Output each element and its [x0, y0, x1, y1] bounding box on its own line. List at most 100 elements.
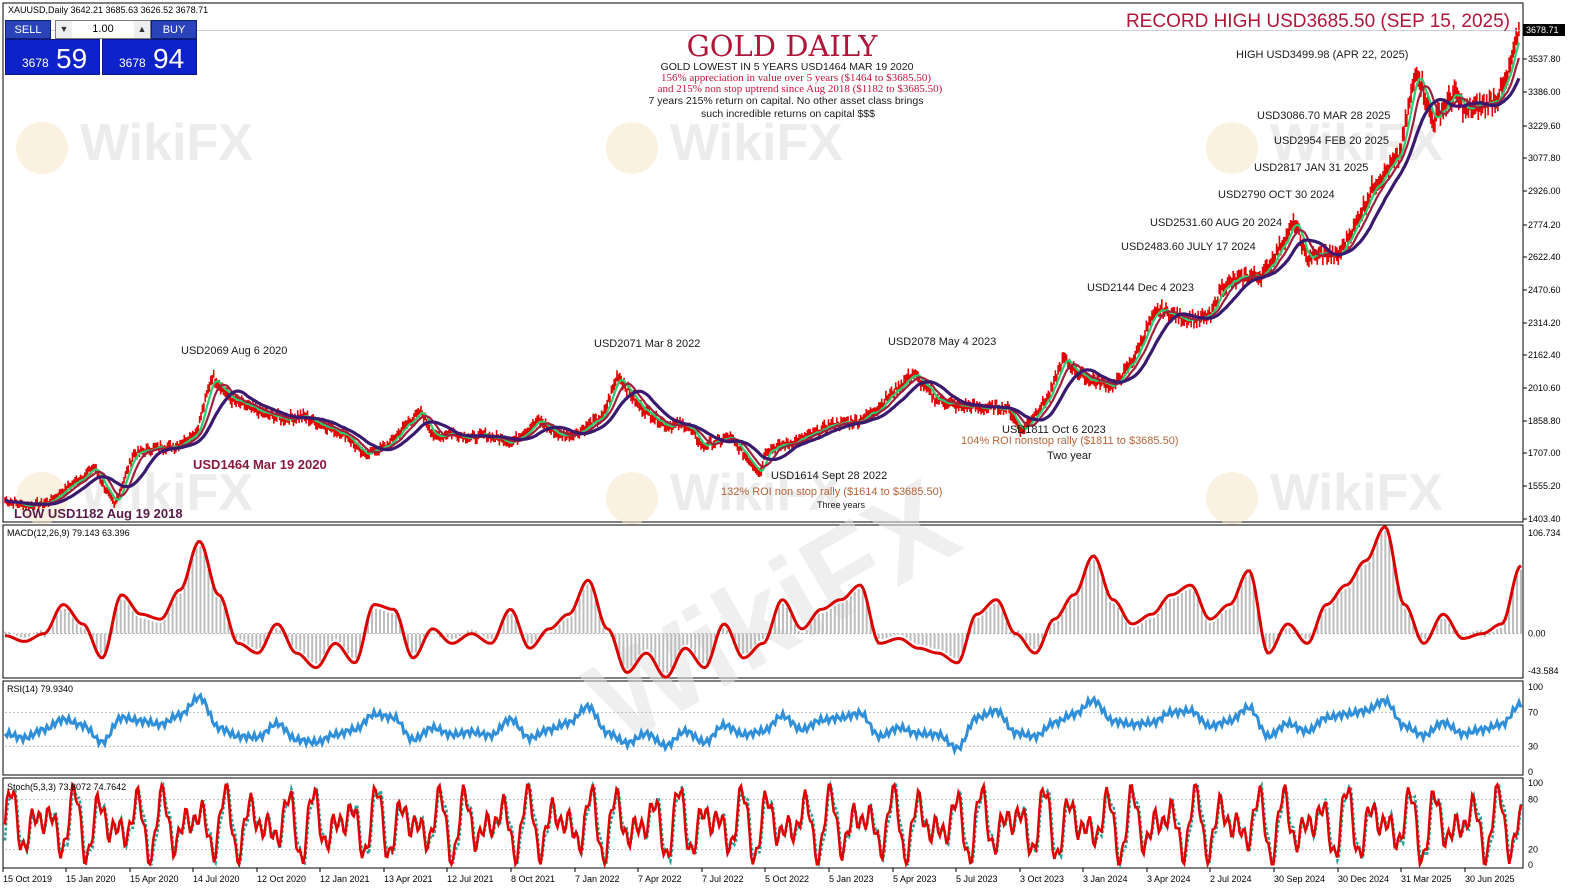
- x-tick-label: 30 Dec 2024: [1338, 874, 1389, 884]
- x-tick-label: 5 Oct 2022: [765, 874, 809, 884]
- price-series-group: [4, 22, 1521, 511]
- x-tick-label: 15 Oct 2019: [3, 874, 52, 884]
- bid-price-small: 3678: [22, 56, 49, 70]
- x-tick-label: 3 Jan 2024: [1083, 874, 1128, 884]
- annotation-1464: USD1464 Mar 19 2020: [193, 457, 327, 472]
- price-y-tick-label: 2162.40: [1528, 350, 1561, 360]
- x-tick-label: 13 Apr 2021: [384, 874, 433, 884]
- annotation-three-years: Three years: [817, 500, 866, 510]
- wikifx-logo-icon: [1206, 122, 1258, 174]
- price-y-tick-label: 3229.60: [1528, 121, 1561, 131]
- x-tick-label: 12 Jan 2021: [320, 874, 370, 884]
- time-axis: 15 Oct 2019 15 Jan 2020 15 Apr 2020 14 Jul …: [2, 868, 1515, 884]
- annotation-2069: USD2069 Aug 6 2020: [181, 345, 287, 357]
- annotation-2483: USD2483.60 JULY 17 2024: [1121, 241, 1256, 253]
- wikifx-logo-icon: [16, 122, 68, 174]
- annotation-2071: USD2071 Mar 8 2022: [594, 338, 700, 350]
- annotation-1182: LOW USD1182 Aug 19 2018: [14, 506, 183, 521]
- annotation-1614: USD1614 Sept 28 2022: [771, 470, 887, 482]
- buy-button[interactable]: BUY: [151, 20, 197, 39]
- x-tick-label: 5 Apr 2023: [893, 874, 937, 884]
- ask-price-box[interactable]: 3678 94: [102, 39, 197, 75]
- stoch-y-tick-label: 80: [1528, 795, 1538, 805]
- annotation-2144: USD2144 Dec 4 2023: [1087, 282, 1194, 294]
- rsi-y-tick-label: 70: [1528, 708, 1538, 718]
- x-tick-label: 5 Jul 2023: [956, 874, 998, 884]
- x-tick-label: 7 Jan 2022: [575, 874, 620, 884]
- stoch-main-line: [3, 780, 1523, 869]
- price-y-tick-label: 2314.20: [1528, 318, 1561, 328]
- wikifx-logo-icon: [606, 472, 658, 524]
- rsi-y-tick-label: 0: [1528, 767, 1533, 777]
- ma-fast-line: [5, 42, 1520, 508]
- x-tick-label: 15 Apr 2020: [130, 874, 179, 884]
- x-tick-label: 12 Oct 2020: [257, 874, 306, 884]
- annotation-roi-104: 104% ROI nonstop rally ($1811 to $3685.5…: [961, 435, 1179, 447]
- macd-y-tick-label: -43.584: [1528, 666, 1559, 676]
- annotation-2531: USD2531.60 AUG 20 2024: [1150, 217, 1282, 229]
- x-tick-label: 5 Jan 2023: [829, 874, 874, 884]
- chevron-down-icon[interactable]: ▼: [56, 21, 72, 38]
- x-tick-label: 14 Jul 2020: [193, 874, 240, 884]
- lot-size-stepper[interactable]: ▼ 1.00 ▲: [55, 20, 151, 39]
- chart-title: GOLD DAILY: [687, 29, 879, 63]
- current-price-tag: 3678.71: [1526, 25, 1559, 35]
- x-tick-label: 31 Mar 2025: [1401, 874, 1452, 884]
- ask-price-big: 94: [153, 43, 185, 74]
- price-y-tick-label: 3077.80: [1528, 153, 1561, 163]
- x-tick-label: 3 Oct 2023: [1020, 874, 1064, 884]
- macd-y-tick-label: 106.734: [1528, 528, 1561, 538]
- annotation-2790: USD2790 OCT 30 2024: [1218, 189, 1335, 201]
- annotation-roi-132: 132% ROI non stop rally ($1614 to $3685.…: [721, 486, 942, 498]
- sell-button[interactable]: SELL: [5, 20, 51, 39]
- price-y-tick-label: 2774.20: [1528, 220, 1561, 230]
- x-tick-label: 8 Oct 2021: [511, 874, 555, 884]
- x-tick-label: 30 Jun 2025: [1465, 874, 1515, 884]
- subtitle-line-5: such incredible returns on capital $$$: [701, 108, 875, 120]
- subtitle-line-1: GOLD LOWEST IN 5 YEARS USD1464 MAR 19 20…: [661, 61, 914, 73]
- price-y-tick-label: 2926.00: [1528, 186, 1561, 196]
- chevron-up-icon[interactable]: ▲: [134, 21, 150, 38]
- lot-size-value[interactable]: 1.00: [92, 23, 114, 35]
- x-tick-label: 7 Jul 2022: [702, 874, 744, 884]
- subtitle-line-2: 156% appreciation in value over 5 years …: [661, 72, 931, 84]
- stoch-y-tick-label: 0: [1528, 860, 1533, 870]
- price-y-tick-label: 1555.20: [1528, 481, 1561, 491]
- x-tick-label: 3 Apr 2024: [1147, 874, 1191, 884]
- price-y-axis: 3537.80 3386.00 3229.60 3077.80 2926.00 2774.…: [1523, 54, 1561, 524]
- price-y-tick-label: 2010.60: [1528, 383, 1561, 393]
- wikifx-logo-icon: [606, 122, 658, 174]
- rsi-y-tick-label: 30: [1528, 742, 1538, 752]
- wikifx-logo-icon: [16, 472, 68, 524]
- annotation-1811: USD1811 Oct 6 2023: [1002, 424, 1106, 436]
- rsi-y-tick-label: 100: [1528, 682, 1543, 692]
- annotation-3086: USD3086.70 MAR 28 2025: [1257, 110, 1390, 122]
- price-y-tick-label: 2622.40: [1528, 252, 1561, 262]
- annotation-2817: USD2817 JAN 31 2025: [1254, 162, 1368, 174]
- bid-price-box[interactable]: 3678 59: [5, 39, 100, 75]
- macd-signal-line: [4, 525, 1522, 679]
- stoch-series-group: [3, 779, 1523, 869]
- stoch-header: Stoch(5,3,3) 73.8072 74.7642: [7, 782, 126, 792]
- price-y-tick-label: 1858.80: [1528, 416, 1561, 426]
- rsi-line: [3, 691, 1523, 756]
- stoch-y-tick-label: 100: [1528, 778, 1543, 788]
- macd-y-tick-label: 0.00: [1528, 629, 1546, 639]
- current-price-tag-bg: [1523, 24, 1565, 36]
- stoch-y-tick-label: 20: [1528, 844, 1538, 854]
- x-tick-label: 30 Sep 2024: [1274, 874, 1325, 884]
- rsi-header: RSI(14) 79.9340: [7, 684, 73, 694]
- rsi-series-group: [3, 691, 1523, 756]
- annotation-2954: USD2954 FEB 20 2025: [1274, 135, 1389, 147]
- price-y-tick-label: 2470.60: [1528, 285, 1561, 295]
- price-y-tick-label: 1707.00: [1528, 448, 1561, 458]
- macd-header: MACD(12,26,9) 79.143 63.396: [7, 528, 130, 538]
- symbol-header: XAUUSD,Daily 3642.21 3685.63 3626.52 367…: [8, 5, 208, 15]
- x-tick-label: 15 Jan 2020: [66, 874, 116, 884]
- annotation-2078: USD2078 May 4 2023: [888, 336, 996, 348]
- price-y-tick-label: 3537.80: [1528, 54, 1561, 64]
- subtitle-line-4: 7 years 215% return on capital. No other…: [649, 95, 924, 107]
- wikifx-watermark-text: WikiFX: [1270, 464, 1443, 522]
